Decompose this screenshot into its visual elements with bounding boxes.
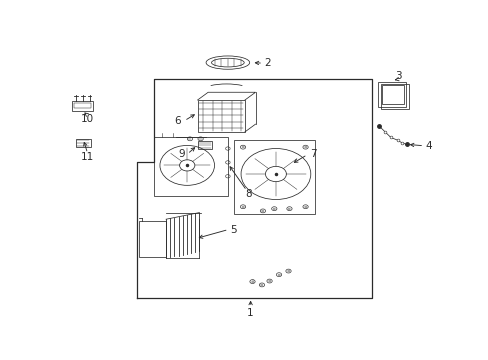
Text: 11: 11 bbox=[81, 152, 94, 162]
Text: 4: 4 bbox=[424, 141, 431, 151]
Text: 6: 6 bbox=[174, 116, 181, 126]
Text: 9: 9 bbox=[178, 149, 184, 159]
Text: 3: 3 bbox=[394, 72, 401, 81]
Text: 2: 2 bbox=[264, 58, 270, 68]
Text: 5: 5 bbox=[229, 225, 236, 235]
Text: 10: 10 bbox=[81, 114, 94, 123]
Text: 1: 1 bbox=[247, 309, 253, 319]
Text: 8: 8 bbox=[245, 189, 251, 199]
Text: 7: 7 bbox=[309, 149, 316, 159]
